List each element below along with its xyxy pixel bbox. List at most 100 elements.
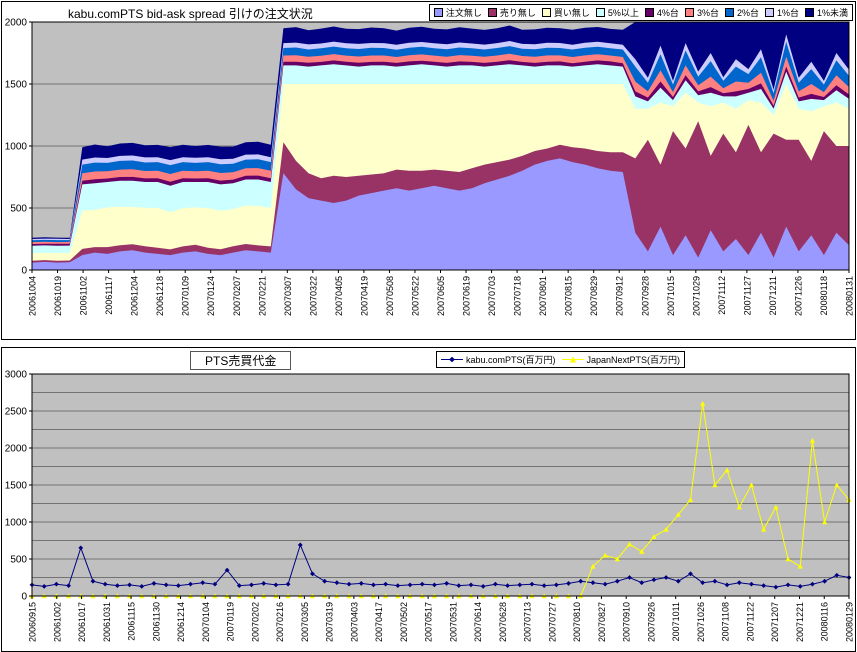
- x-tick-label: 20070221: [257, 276, 267, 316]
- y-tick-label: 3000: [5, 370, 28, 381]
- x-tick-label: 20061019: [53, 276, 63, 316]
- x-tick-label: 20061130: [151, 602, 161, 641]
- x-tick-label: 20061117: [104, 276, 114, 315]
- bottom-chart-plot: 0 500 1000 1500 2000 2500 3000 20060915 20061002…: [5, 370, 855, 643]
- y-tick-label: 500: [10, 204, 27, 215]
- top-chart-plot: 0 500 1000 1500 2000 20061004 20061019 20061102…: [5, 18, 855, 317]
- x-tick-label: 20080129: [845, 602, 855, 642]
- x-tick-label: 20070322: [308, 276, 318, 316]
- x-tick-label: 20070319: [325, 602, 335, 642]
- x-tick-label: 20071207: [770, 602, 780, 642]
- y-tick-label: 2000: [5, 444, 28, 455]
- legend-line-marker-icon: [441, 356, 463, 363]
- legend-line-marker-icon: [561, 356, 584, 363]
- x-tick-label: 20070619: [462, 276, 472, 316]
- x-tick-label: 20070109: [181, 276, 191, 316]
- top-chart-panel: 0 500 1000 1500 2000 20061004 20061019 20061102…: [1, 1, 856, 340]
- top-chart-title: kabu.comPTS bid-ask spread 引けの注文状況: [68, 7, 313, 21]
- x-tick-label: 20070718: [513, 276, 523, 316]
- x-tick-label: 20070305: [300, 602, 310, 642]
- legend-swatch-icon: [724, 8, 734, 17]
- x-tick-label: 20070119: [226, 602, 236, 641]
- x-tick-label: 20070522: [410, 276, 420, 316]
- legend-swatch-icon: [541, 8, 551, 17]
- legend-item: 1%台: [764, 6, 799, 19]
- legend-swatch-icon: [764, 8, 774, 17]
- legend-item: kabu.comPTS(百万円): [441, 353, 556, 366]
- x-tick-label: 20070216: [275, 602, 285, 642]
- x-tick-label: 20070508: [385, 276, 395, 316]
- x-tick-label: 20070801: [538, 276, 548, 316]
- x-tick-label: 20070912: [615, 276, 625, 316]
- x-tick-label: 20070202: [250, 602, 260, 642]
- x-tick-label: 20070502: [399, 602, 409, 642]
- x-tick-label: 20070614: [473, 602, 483, 642]
- legend-label: 5%以上: [607, 8, 639, 18]
- x-tick-label: 20070703: [487, 276, 497, 316]
- x-tick-label: 20070403: [349, 602, 359, 642]
- x-tick-label: 20071211: [768, 276, 778, 315]
- x-tick-label: 20070827: [597, 602, 607, 642]
- y-tick-label: 1500: [5, 481, 28, 492]
- x-tick-label: 20071226: [793, 276, 803, 316]
- x-tick-label: 20061214: [176, 602, 186, 642]
- x-tick-label: 20071221: [795, 602, 805, 642]
- y-tick-label: 2500: [5, 407, 28, 418]
- legend-label: 買い無し: [553, 8, 590, 18]
- x-tick-label: 20071015: [666, 276, 676, 316]
- x-tick-label: 20070531: [448, 602, 458, 642]
- x-tick-label: 20080116: [820, 602, 830, 641]
- x-tick-label: 20070307: [283, 276, 293, 316]
- x-tick-label: 20071029: [691, 276, 701, 316]
- x-tick-label: 20061218: [155, 276, 165, 316]
- legend-item: 1%未満: [804, 6, 848, 19]
- y-tick-label: 500: [10, 555, 27, 566]
- x-tick-label: 20071127: [742, 276, 752, 315]
- x-tick-label: 20070207: [232, 276, 242, 316]
- x-tick-label: 20070417: [374, 602, 384, 642]
- x-tick-label: 20070829: [589, 276, 599, 316]
- x-tick-label: 20071122: [745, 602, 755, 641]
- x-tick-label: 20060915: [28, 602, 38, 642]
- legend-item: 2%台: [724, 6, 759, 19]
- x-tick-label: 20080118: [819, 276, 829, 315]
- x-tick-label: 20070124: [206, 276, 216, 316]
- legend-label: 2%台: [736, 8, 759, 18]
- x-tick-label: 20070928: [640, 276, 650, 316]
- x-tick-label: 20070517: [424, 602, 434, 642]
- y-tick-label: 1000: [5, 142, 28, 153]
- legend-label: JapanNextPTS(百万円): [586, 355, 681, 365]
- x-tick-label: 20080131: [845, 276, 855, 316]
- legend-swatch-icon: [433, 8, 443, 17]
- x-tick-label: 20061115: [127, 602, 137, 641]
- x-tick-label: 20070910: [622, 602, 632, 642]
- legend-label: 売り無し: [499, 8, 536, 18]
- x-tick-label: 20070713: [523, 602, 533, 642]
- y-tick-label: 0: [21, 592, 27, 603]
- legend-swatch-icon: [487, 8, 497, 17]
- y-tick-label: 1500: [5, 80, 28, 91]
- x-tick-label: 20071112: [717, 276, 727, 315]
- x-tick-label: 20061004: [28, 276, 38, 316]
- y-tick-label: 1000: [5, 518, 28, 529]
- legend-label: 1%台: [776, 8, 799, 18]
- legend-item: 買い無し: [541, 6, 590, 19]
- legend-item: 注文無し: [433, 6, 482, 19]
- x-tick-label: 20061204: [130, 276, 140, 316]
- y-tick-label: 0: [21, 266, 27, 277]
- x-tick-label: 20070104: [201, 602, 211, 642]
- legend-label: 注文無し: [445, 8, 482, 18]
- legend-swatch-icon: [804, 8, 814, 17]
- legend-item: 3%台: [684, 6, 719, 19]
- x-tick-label: 20070926: [646, 602, 656, 642]
- x-tick-label: 20070605: [436, 276, 446, 316]
- legend-swatch-icon: [684, 8, 694, 17]
- x-tick-label: 20061102: [79, 276, 89, 315]
- legend-label: kabu.comPTS(百万円): [466, 355, 556, 365]
- top-chart-legend: 注文無し 売り無し 買い無し 5%以上 4%台 3%台 2%台 1%台 1%未満: [428, 4, 853, 21]
- x-tick-label: 20070815: [564, 276, 574, 316]
- x-tick-label: 20061002: [52, 602, 62, 642]
- x-tick-label: 20061017: [77, 602, 87, 642]
- markers-series-0: [29, 542, 852, 590]
- bottom-chart-panel: 0 500 1000 1500 2000 2500 3000 20060915 20061002…: [1, 347, 856, 652]
